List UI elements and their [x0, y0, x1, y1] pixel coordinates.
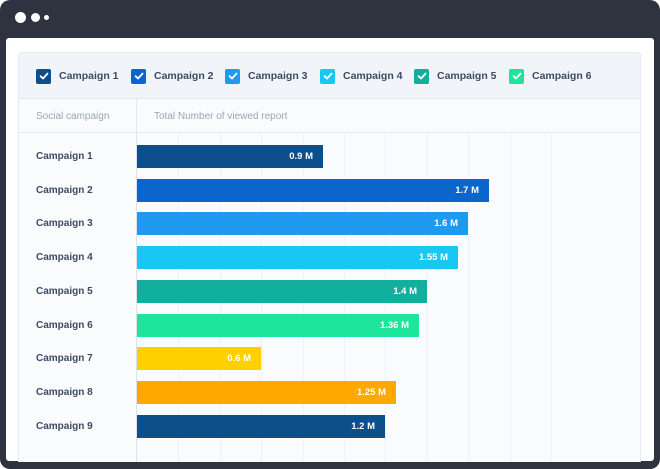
legend-label: Campaign 4 [343, 70, 403, 82]
category-column-header: Social campaign [36, 111, 110, 122]
window-dot[interactable] [31, 13, 40, 22]
grid-line [468, 133, 469, 462]
grid-line [510, 133, 511, 462]
category-axis-line [136, 133, 137, 462]
legend-filter-bar: Campaign 1 Campaign 2 Campaign 3 Campaign 4… [19, 53, 640, 99]
checkmark-icon[interactable] [320, 68, 335, 84]
category-label: Campaign 4 [36, 252, 93, 264]
bar-value-label: 1.7 M [455, 184, 479, 196]
category-label: Campaign 1 [36, 151, 93, 162]
legend-checkbox-campaign-1[interactable]: Campaign 1 [36, 68, 119, 84]
category-label: Campaign 5 [36, 285, 93, 297]
legend-checkbox-campaign-2[interactable]: Campaign 2 [131, 68, 214, 84]
grid-line [427, 133, 428, 462]
checkmark-icon[interactable] [225, 68, 240, 84]
category-label: Campaign 9 [36, 420, 93, 432]
value-column-header: Total Number of viewed report [154, 111, 288, 122]
checkmark-icon[interactable] [414, 68, 429, 84]
bar-campaign-9[interactable]: 1.2 M [137, 414, 385, 438]
category-label: Campaign 3 [36, 218, 93, 230]
legend-checkbox-campaign-4[interactable]: Campaign 4 [320, 68, 403, 84]
bar-value-label: 0.6 M [227, 353, 251, 365]
legend-label: Campaign 2 [154, 70, 214, 82]
bar-value-label: 0.9 M [289, 151, 313, 162]
bar-value-label: 1.36 M [379, 319, 409, 331]
bar-campaign-3[interactable]: 1.6 M [137, 212, 468, 236]
bar-campaign-1[interactable]: 0.9 M [137, 145, 323, 168]
legend-label: Campaign 6 [532, 70, 592, 82]
chart-card: Campaign 1 Campaign 2 Campaign 3 Campaign 4… [18, 52, 641, 462]
checkmark-icon[interactable] [36, 68, 51, 84]
grid-line [551, 133, 552, 462]
legend-checkbox-campaign-3[interactable]: Campaign 3 [225, 68, 308, 84]
bar-value-label: 1.55 M [418, 252, 448, 264]
bar-value-label: 1.6 M [434, 218, 458, 230]
bar-value-label: 1.2 M [351, 420, 375, 432]
legend-label: Campaign 5 [437, 70, 497, 82]
bar-chart: Campaign 1 0.9 M Campaign 2 1.7 M Campaign 3… [19, 133, 640, 462]
bar-campaign-7[interactable]: 0.6 M [137, 347, 261, 371]
column-header-row: Social campaign Total Number of viewed r… [19, 99, 640, 133]
legend-label: Campaign 3 [248, 70, 308, 82]
bar-campaign-4[interactable]: 1.55 M [137, 246, 458, 270]
bar-campaign-5[interactable]: 1.4 M [137, 279, 427, 303]
bar-campaign-2[interactable]: 1.7 M [137, 178, 489, 202]
category-label: Campaign 8 [36, 386, 93, 398]
bar-value-label: 1.4 M [393, 285, 417, 297]
bar-campaign-8[interactable]: 1.25 M [137, 380, 396, 404]
category-label: Campaign 7 [36, 353, 93, 365]
checkmark-icon[interactable] [509, 68, 524, 84]
category-label: Campaign 2 [36, 184, 93, 196]
window-dot[interactable] [15, 12, 26, 23]
legend-label: Campaign 1 [59, 70, 119, 82]
checkmark-icon[interactable] [131, 68, 146, 84]
category-label: Campaign 6 [36, 319, 93, 331]
bar-value-label: 1.25 M [356, 386, 386, 398]
legend-checkbox-campaign-6[interactable]: Campaign 6 [509, 68, 592, 84]
bar-campaign-6[interactable]: 1.36 M [137, 313, 419, 337]
header-divider [136, 99, 137, 133]
window-titlebar [0, 0, 660, 38]
content-area: Campaign 1 Campaign 2 Campaign 3 Campaign 4… [6, 38, 654, 462]
window-dot[interactable] [44, 15, 49, 20]
legend-checkbox-campaign-5[interactable]: Campaign 5 [414, 68, 497, 84]
